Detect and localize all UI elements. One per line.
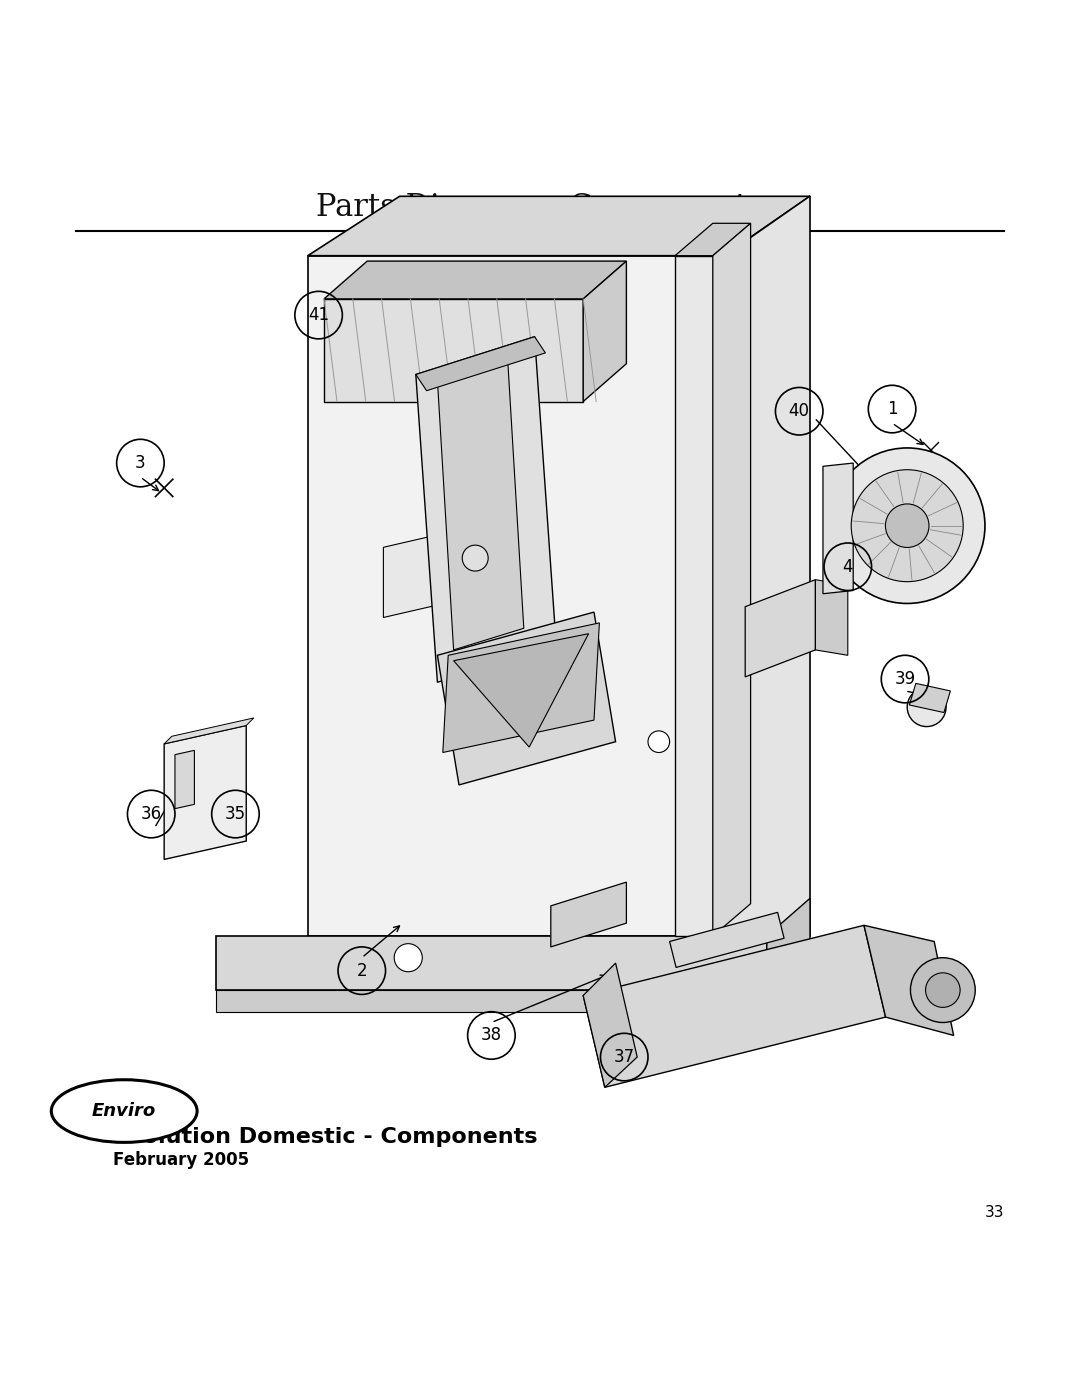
Polygon shape bbox=[383, 531, 454, 617]
Polygon shape bbox=[551, 882, 626, 947]
Polygon shape bbox=[815, 580, 848, 655]
Polygon shape bbox=[175, 750, 194, 809]
Circle shape bbox=[926, 972, 960, 1007]
Polygon shape bbox=[324, 299, 583, 401]
Polygon shape bbox=[823, 462, 853, 594]
Text: 38: 38 bbox=[481, 1027, 502, 1045]
Text: 4: 4 bbox=[842, 557, 853, 576]
Polygon shape bbox=[164, 718, 254, 743]
Polygon shape bbox=[909, 683, 950, 712]
Text: 41: 41 bbox=[308, 306, 329, 324]
Polygon shape bbox=[675, 224, 751, 256]
Polygon shape bbox=[670, 912, 784, 967]
Polygon shape bbox=[216, 936, 767, 990]
Circle shape bbox=[886, 504, 929, 548]
Polygon shape bbox=[745, 580, 815, 678]
Circle shape bbox=[394, 943, 422, 972]
Text: 37: 37 bbox=[613, 1048, 635, 1066]
Polygon shape bbox=[724, 197, 810, 936]
Polygon shape bbox=[416, 337, 545, 391]
Text: Evolution Domestic - Components: Evolution Domestic - Components bbox=[113, 1127, 538, 1147]
Text: 2: 2 bbox=[356, 961, 367, 979]
Polygon shape bbox=[437, 612, 616, 785]
Text: February 2005: February 2005 bbox=[113, 1151, 249, 1169]
Polygon shape bbox=[308, 256, 724, 936]
Polygon shape bbox=[216, 990, 767, 1011]
Text: Enviro: Enviro bbox=[92, 1102, 157, 1120]
Circle shape bbox=[648, 731, 670, 753]
Polygon shape bbox=[308, 197, 810, 256]
Text: 35: 35 bbox=[225, 805, 246, 823]
Text: 39: 39 bbox=[894, 671, 916, 689]
Polygon shape bbox=[437, 358, 524, 650]
Polygon shape bbox=[324, 261, 626, 299]
Polygon shape bbox=[164, 725, 246, 859]
Circle shape bbox=[829, 448, 985, 604]
Circle shape bbox=[851, 469, 963, 581]
Text: 3: 3 bbox=[135, 454, 146, 472]
Ellipse shape bbox=[52, 1080, 198, 1143]
Text: 36: 36 bbox=[140, 805, 162, 823]
Polygon shape bbox=[713, 224, 751, 936]
Circle shape bbox=[462, 545, 488, 571]
Circle shape bbox=[910, 958, 975, 1023]
Text: 40: 40 bbox=[788, 402, 810, 420]
Text: Parts Diagram - Components: Parts Diagram - Components bbox=[316, 191, 764, 222]
Polygon shape bbox=[583, 261, 626, 401]
Polygon shape bbox=[443, 623, 599, 753]
Polygon shape bbox=[454, 634, 589, 747]
Polygon shape bbox=[583, 963, 637, 1087]
Polygon shape bbox=[864, 925, 954, 1035]
Polygon shape bbox=[675, 256, 713, 936]
Circle shape bbox=[907, 687, 946, 726]
Polygon shape bbox=[767, 898, 810, 990]
Polygon shape bbox=[583, 925, 886, 1087]
Text: 33: 33 bbox=[985, 1206, 1004, 1220]
Polygon shape bbox=[416, 337, 556, 682]
Text: 1: 1 bbox=[887, 400, 897, 418]
